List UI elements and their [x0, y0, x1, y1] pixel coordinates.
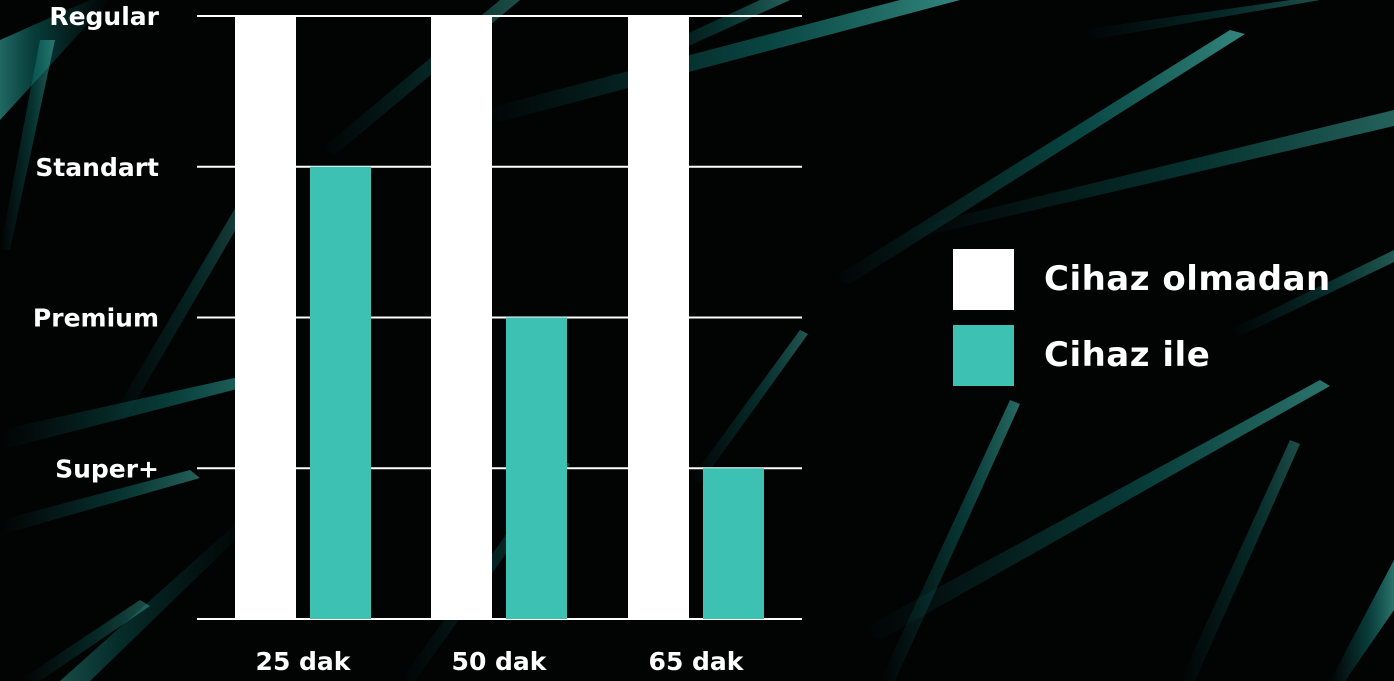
y-tick-label: Super+ — [55, 454, 159, 483]
x-tick-label: 65 dak — [649, 647, 745, 676]
y-tick-label: Regular — [49, 2, 159, 31]
y-axis-tick-labels: Super+ Premium Standart Regular — [33, 2, 160, 483]
x-axis-tick-labels: 25 dak 50 dak 65 dak — [256, 647, 745, 676]
bar-cihaz-ile — [310, 166, 371, 619]
bar-cihaz-olmadan — [628, 16, 689, 619]
y-tick-label: Standart — [35, 153, 159, 182]
bars — [235, 16, 764, 619]
bar-cihaz-ile — [703, 468, 764, 619]
legend-label-cihaz-olmadan: Cihaz olmadan — [1044, 259, 1331, 299]
legend: Cihaz olmadan Cihaz ile — [953, 248, 1331, 400]
legend-swatch-cihaz-olmadan — [953, 248, 1014, 310]
x-tick-label: 25 dak — [256, 647, 352, 676]
bar-cihaz-ile — [506, 317, 567, 619]
bar-cihaz-olmadan — [235, 16, 296, 619]
legend-swatch-cihaz-ile — [953, 324, 1014, 386]
legend-label-cihaz-ile: Cihaz ile — [1044, 335, 1211, 375]
gridlines — [197, 15, 802, 620]
y-tick-label: Premium — [33, 304, 159, 333]
legend-item-cihaz-olmadan: Cihaz olmadan — [953, 248, 1331, 310]
bar-cihaz-olmadan — [431, 16, 492, 619]
legend-item-cihaz-ile: Cihaz ile — [953, 324, 1331, 386]
x-tick-label: 50 dak — [452, 647, 548, 676]
